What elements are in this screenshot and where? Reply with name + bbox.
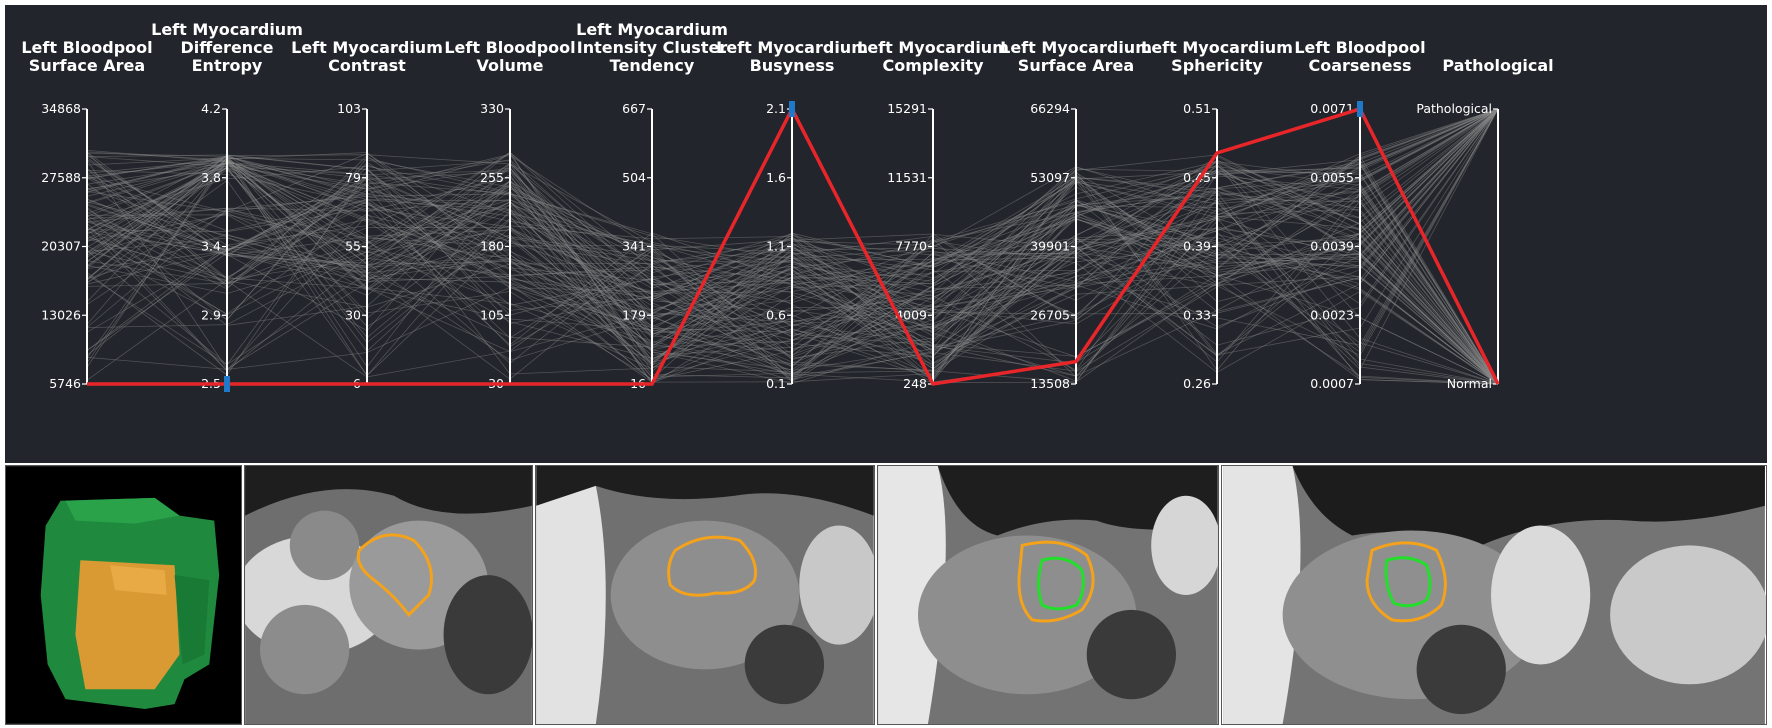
tick-label: 0.26 [1183,376,1211,391]
axis-title-line: Left Myocardium [1000,38,1152,57]
axis-title-line: Intensity Cluster [577,38,728,57]
tick-label: 0.33 [1183,307,1211,322]
axis-title-line: Left Myocardium [857,38,1009,57]
tick-label: Pathological [1416,101,1492,116]
tick-label: 13026 [41,307,81,322]
tick-label: 667 [622,101,646,116]
tick-label: 0.0007 [1310,376,1354,391]
heart-3d-render-panel [5,465,242,725]
axis-title-line: Sphericity [1171,56,1263,75]
axis-title-line: Left Myocardium [1141,38,1293,57]
axis-brush[interactable] [789,101,795,117]
axis-title-line: Entropy [192,56,263,75]
axis-title-line: Surface Area [29,56,145,75]
tick-label: 105 [480,307,504,322]
axis-title-line: Volume [477,56,544,75]
axis-title-line: Left Myocardium [151,20,303,39]
tick-label: 39901 [1030,239,1070,254]
tick-label: 341 [622,239,646,254]
parallel-coordinates-panel: Left Bloodpool Surface Area 34868 27588 2030… [5,5,1767,463]
axis-title-line: Tendency [610,56,695,75]
tick-label: 2.1 [766,101,786,116]
axis-title-line: Busyness [750,56,835,75]
tick-label: 180 [480,239,504,254]
axis-title-line: Left Myocardium [291,38,443,57]
tick-label: 248 [903,376,927,391]
mri-slice-1 [245,466,532,724]
tick-label: 0.1 [766,376,786,391]
tick-label: 13508 [1030,376,1070,391]
tick-label: 103 [337,101,361,116]
axis-title-line: Left Myocardium [716,38,868,57]
tick-label: 0.0023 [1310,307,1354,322]
tick-label: 330 [480,101,504,116]
heart-3d-render [6,466,241,724]
axis-title-line: Surface Area [1018,56,1134,75]
axis-brush[interactable] [1357,101,1363,117]
tick-label: Normal [1447,376,1492,391]
tick-label: 3.8 [201,170,221,185]
mri-slice-4-panel [1221,465,1767,725]
tick-label: 179 [622,307,646,322]
mri-slice-1-panel [244,465,533,725]
tick-label: 255 [480,170,504,185]
tick-label: 20307 [41,239,81,254]
tick-label: 66294 [1030,101,1070,116]
tick-label: 4.2 [201,101,221,116]
axis-brush[interactable] [224,376,230,392]
axis-title-line: Pathological [1442,56,1553,75]
axis-10[interactable]: Pathological Pathological Normal [1416,56,1553,391]
tick-label: 53097 [1030,170,1070,185]
axis-title-line: Difference [180,38,273,57]
axis-title-line: Left Bloodpool [444,38,575,57]
tick-label: 55 [345,239,361,254]
axis-title-line: Contrast [328,56,406,75]
tick-label: 34868 [41,101,81,116]
tick-label: 0.0055 [1310,170,1354,185]
mri-slice-2-panel [535,465,875,725]
tick-label: 3.4 [201,239,221,254]
mri-slice-3-panel [877,465,1219,725]
axis-title-line: Complexity [882,56,984,75]
tick-label: 26705 [1030,307,1070,322]
tick-label: 0.6 [766,307,786,322]
tick-label: 5746 [49,376,81,391]
tick-label: 0.0039 [1310,239,1354,254]
axis-8[interactable]: Left MyocardiumSphericity0.510.450.390.3… [1141,38,1293,391]
mri-slice-3 [878,466,1218,724]
tick-label: 1.6 [766,170,786,185]
axis-title-line: Left Bloodpool [1294,38,1425,57]
tick-label: 11531 [887,170,927,185]
axis-title-line: Left Myocardium [576,20,728,39]
tick-label: 504 [622,170,646,185]
tick-label: 0.39 [1183,239,1211,254]
tick-label: 0.51 [1183,101,1211,116]
tick-label: 7770 [895,239,927,254]
tick-label: 30 [345,307,361,322]
mri-slice-4 [1223,466,1766,724]
tick-label: 27588 [41,170,81,185]
tick-label: 4009 [895,307,927,322]
tick-label: 1.1 [766,239,786,254]
tick-label: 2.9 [201,307,221,322]
tick-label: 0.0071 [1310,101,1354,116]
tick-label: 79 [345,170,361,185]
axis-title-line: Coarseness [1308,56,1411,75]
tick-label: 15291 [887,101,927,116]
mri-slice-2 [536,466,874,724]
axis-title-line: Left Bloodpool [21,38,152,57]
